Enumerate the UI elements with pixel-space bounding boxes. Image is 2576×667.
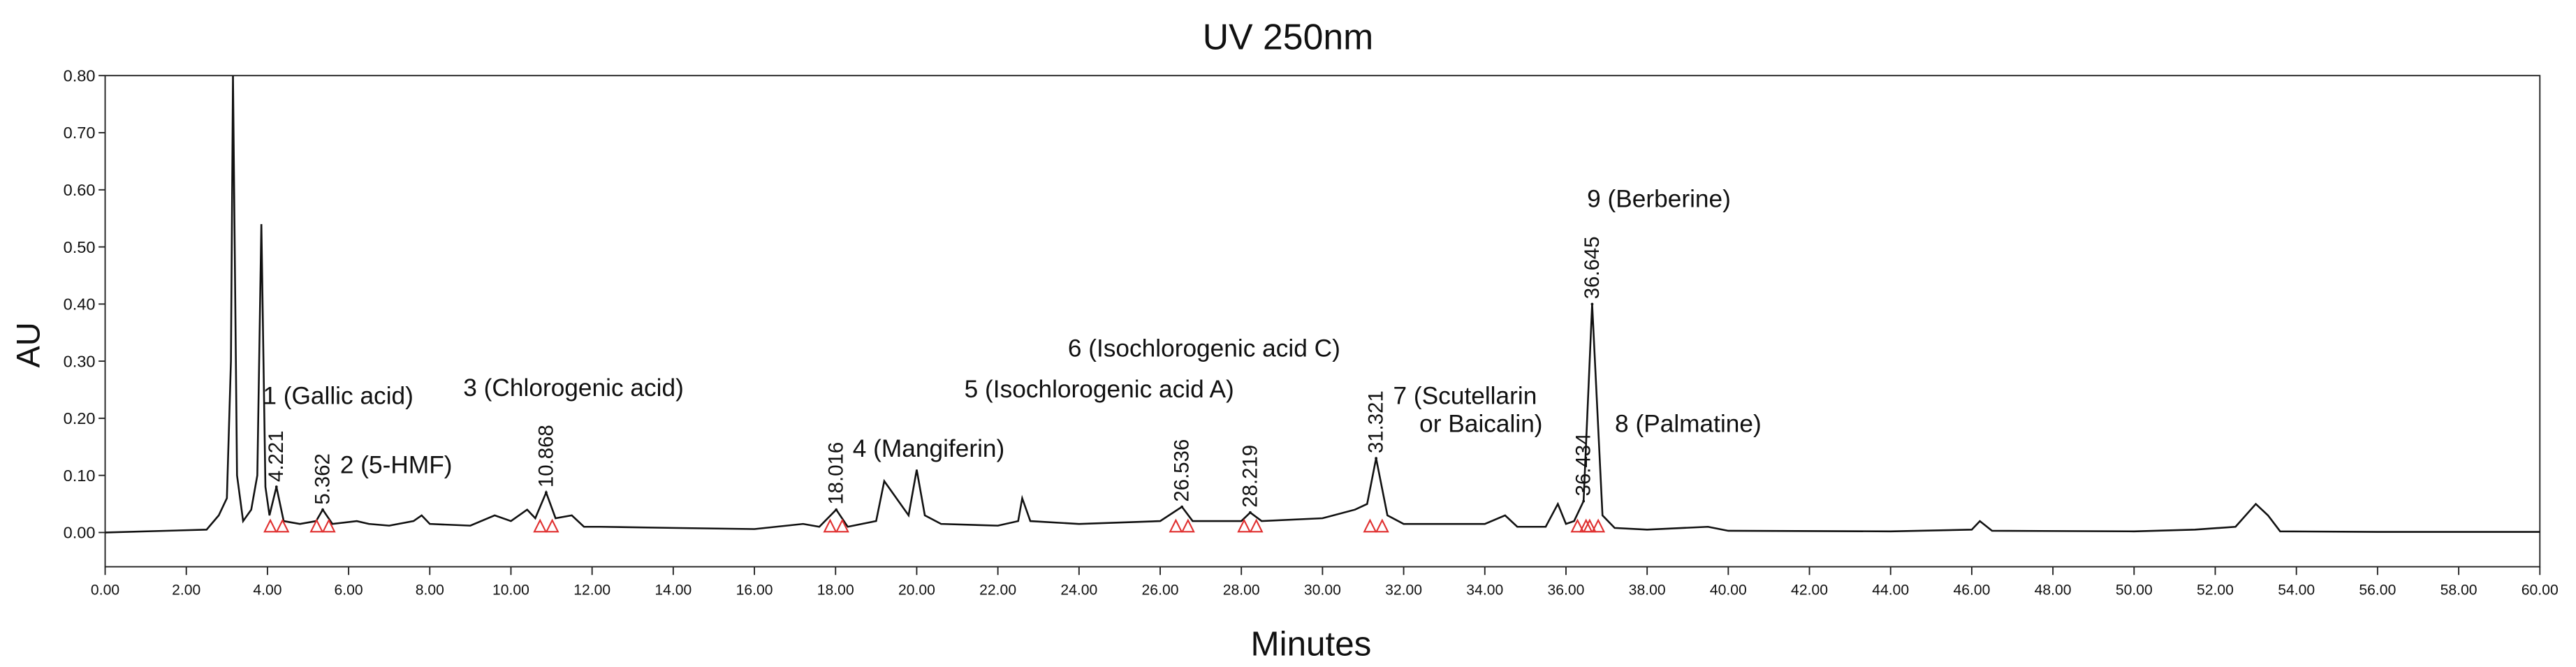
peak-time-label: 5.362 xyxy=(311,453,334,505)
integration-marker xyxy=(823,518,837,533)
x-tick-label: 58.00 xyxy=(2440,582,2478,598)
integration-marker xyxy=(1363,518,1377,533)
peak-apex xyxy=(1590,302,1594,306)
x-tick-label: 38.00 xyxy=(1629,582,1666,598)
integration-marker xyxy=(1591,518,1606,533)
x-tick-label: 30.00 xyxy=(1304,582,1341,598)
x-tick-label: 52.00 xyxy=(2197,582,2234,598)
integration-marker xyxy=(1375,518,1389,533)
peak-time-label: 26.536 xyxy=(1171,439,1194,502)
integration-marker xyxy=(309,518,324,533)
y-tick-label: 0.10 xyxy=(64,467,96,485)
peak-time-label: 36.434 xyxy=(1572,433,1595,496)
compound-annotation: 7 (Scutellarin xyxy=(1393,383,1537,410)
compound-annotation: 9 (Berberine) xyxy=(1587,185,1731,212)
peak-time-label: 28.219 xyxy=(1238,445,1261,508)
peak-apex xyxy=(545,491,548,494)
x-tick-label: 36.00 xyxy=(1547,582,1584,598)
x-tick-label: 60.00 xyxy=(2522,582,2559,598)
x-tick-label: 26.00 xyxy=(1142,582,1179,598)
compound-annotation: 3 (Chlorogenic acid) xyxy=(463,374,684,402)
compound-annotation: 5 (Isochlorogenic acid A) xyxy=(965,376,1234,403)
peak-apex xyxy=(835,508,838,511)
x-tick-label: 50.00 xyxy=(2116,582,2153,598)
compound-annotation: 2 (5-HMF) xyxy=(340,451,453,478)
x-tick-label: 22.00 xyxy=(979,582,1016,598)
x-tick-label: 2.00 xyxy=(172,582,200,598)
x-tick-label: 40.00 xyxy=(1710,582,1747,598)
x-tick-label: 0.00 xyxy=(91,582,119,598)
x-tick-label: 8.00 xyxy=(416,582,444,598)
x-tick-label: 46.00 xyxy=(1953,582,1990,598)
integration-marker xyxy=(1249,518,1264,533)
peak-time-label: 4.221 xyxy=(265,430,288,482)
x-tick-label: 44.00 xyxy=(1872,582,1909,598)
x-tick-label: 20.00 xyxy=(898,582,935,598)
x-tick-label: 32.00 xyxy=(1385,582,1422,598)
x-tick-label: 12.00 xyxy=(573,582,610,598)
integration-marker xyxy=(1180,518,1195,533)
y-tick-label: 0.00 xyxy=(64,524,96,542)
x-tick-label: 18.00 xyxy=(817,582,854,598)
compound-annotation: 4 (Mangiferin) xyxy=(853,435,1005,462)
y-tick-label: 0.30 xyxy=(64,352,96,370)
x-tick-label: 16.00 xyxy=(736,582,773,598)
plot-frame xyxy=(104,75,2541,568)
compound-annotation: or Baicalin) xyxy=(1419,411,1542,438)
peak-time-label: 31.321 xyxy=(1365,390,1388,453)
x-tick-label: 4.00 xyxy=(253,582,281,598)
peak-apex xyxy=(275,485,278,488)
y-tick-label: 0.60 xyxy=(64,181,96,199)
peak-apex xyxy=(1249,511,1252,514)
y-axis-label: AU xyxy=(9,322,46,367)
integration-marker xyxy=(263,518,277,533)
x-tick-label: 54.00 xyxy=(2278,582,2315,598)
integration-marker xyxy=(545,518,559,533)
compound-annotation: 1 (Gallic acid) xyxy=(263,383,414,410)
integration-marker xyxy=(1169,518,1183,533)
y-tick-label: 0.70 xyxy=(64,124,96,142)
peak-time-label: 10.868 xyxy=(534,425,557,488)
integration-marker xyxy=(533,518,548,533)
chart-title: UV 250nm xyxy=(1203,17,1373,57)
x-tick-label: 28.00 xyxy=(1223,582,1260,598)
chromatogram-trace xyxy=(105,75,2540,534)
integration-marker xyxy=(1237,518,1252,533)
peak-apex xyxy=(1375,457,1378,460)
compound-annotation: 8 (Palmatine) xyxy=(1615,411,1762,438)
x-tick-label: 42.00 xyxy=(1791,582,1828,598)
y-tick-label: 0.50 xyxy=(64,238,96,256)
y-tick-label: 0.40 xyxy=(64,295,96,314)
integration-marker xyxy=(275,518,290,533)
integration-marker xyxy=(1570,518,1585,533)
peak-time-label: 18.016 xyxy=(825,442,848,505)
x-tick-label: 14.00 xyxy=(654,582,691,598)
x-tick-label: 10.00 xyxy=(492,582,529,598)
integration-marker xyxy=(321,518,336,533)
y-tick-label: 0.20 xyxy=(64,409,96,427)
x-tick-label: 34.00 xyxy=(1466,582,1503,598)
x-tick-label: 6.00 xyxy=(335,582,363,598)
y-tick-label: 0.80 xyxy=(64,66,96,85)
x-tick-label: 48.00 xyxy=(2035,582,2072,598)
x-axis-label: Minutes xyxy=(1250,625,1371,664)
compound-annotation: 6 (Isochlorogenic acid C) xyxy=(1068,335,1340,362)
peak-apex xyxy=(1582,499,1586,503)
x-tick-label: 56.00 xyxy=(2359,582,2396,598)
peak-apex xyxy=(1180,505,1184,508)
peak-time-label: 36.645 xyxy=(1581,236,1604,299)
peak-apex xyxy=(321,508,324,511)
integration-marker xyxy=(835,518,849,533)
x-tick-label: 24.00 xyxy=(1060,582,1097,598)
integration-marker xyxy=(1579,518,1593,533)
